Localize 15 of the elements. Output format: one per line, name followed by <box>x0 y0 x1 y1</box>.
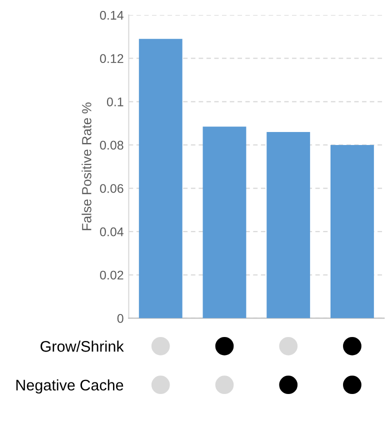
y-tick-label: 0.12 <box>100 54 124 64</box>
text: Negative Cache <box>16 379 124 394</box>
y-tick-label: 0.06 <box>100 184 124 193</box>
text: Grow/Shrink <box>40 340 124 352</box>
bar <box>330 144 374 318</box>
y-tick-label: 0.14 <box>100 10 124 20</box>
y-tick-label: 0.02 <box>100 270 124 280</box>
y-tick-label: 0.08 <box>100 140 124 150</box>
y-axis-title: False Positive Rate % <box>82 102 92 230</box>
y-tick-label: 0 <box>117 314 124 323</box>
bar <box>138 38 182 318</box>
bar <box>202 126 246 318</box>
y-tick-label: 0.1 <box>106 97 124 106</box>
y-tick-label: 0.04 <box>100 227 124 236</box>
bar <box>266 132 310 318</box>
